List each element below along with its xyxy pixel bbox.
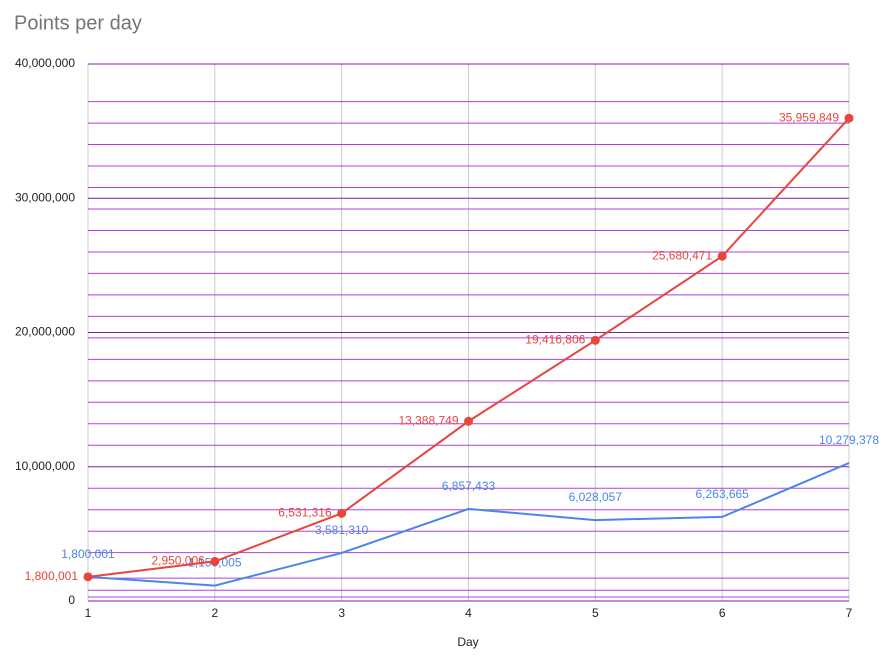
point bbox=[464, 416, 473, 426]
data-label: 10,279,378 bbox=[819, 433, 879, 447]
point bbox=[210, 556, 220, 566]
y-tick-label: 0 bbox=[68, 593, 75, 607]
point bbox=[844, 113, 854, 123]
series-line bbox=[87, 462, 850, 587]
x-axis-label: Day bbox=[457, 635, 478, 649]
y-tick-label: 40,000,000 bbox=[15, 56, 75, 70]
x-tick-label: 2 bbox=[211, 606, 218, 620]
data-label: 3,581,310 bbox=[315, 523, 369, 537]
data-label: 13,388,749 bbox=[398, 413, 458, 427]
point bbox=[83, 572, 93, 582]
y-tick-label: 30,000,000 bbox=[15, 190, 75, 204]
data-label: 6,857,433 bbox=[442, 479, 496, 493]
x-tick-label: 3 bbox=[338, 606, 345, 620]
x-tick-label: 6 bbox=[719, 606, 726, 620]
chart-title: Points per day bbox=[14, 12, 142, 34]
point bbox=[590, 335, 600, 345]
y-tick-label: 20,000,000 bbox=[15, 325, 75, 339]
x-tick-label: 7 bbox=[846, 606, 853, 620]
x-tick-label: 5 bbox=[592, 606, 599, 620]
x-tick-label: 1 bbox=[85, 606, 92, 620]
data-label: 2,950,006 bbox=[151, 554, 205, 568]
point bbox=[337, 508, 347, 518]
data-label: 1,800,001 bbox=[61, 547, 115, 561]
x-tick-label: 4 bbox=[465, 606, 472, 620]
data-label: 6,263,665 bbox=[695, 487, 749, 501]
data-label: 19,416,806 bbox=[525, 333, 585, 347]
data-label: 6,531,316 bbox=[278, 505, 332, 519]
data-label: 6,028,057 bbox=[569, 490, 623, 504]
data-label: 35,959,849 bbox=[779, 110, 839, 124]
y-tick-label: 10,000,000 bbox=[15, 459, 75, 473]
data-label: 1,800,001 bbox=[25, 569, 79, 583]
data-label: 25,680,471 bbox=[652, 248, 712, 262]
point bbox=[717, 251, 727, 261]
